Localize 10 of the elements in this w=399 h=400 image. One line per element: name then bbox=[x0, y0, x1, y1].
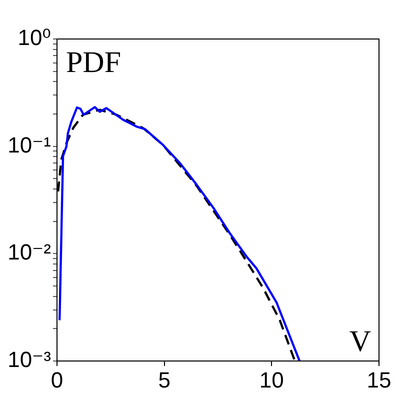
y-tick-label: 10⁻¹ bbox=[8, 132, 51, 158]
x-tick-label: 10 bbox=[259, 367, 284, 392]
annotation: V bbox=[349, 324, 372, 358]
y-tick-label: 10⁻² bbox=[8, 240, 51, 265]
annotation: PDF bbox=[66, 46, 122, 79]
y-tick-label: 10⁻³ bbox=[8, 347, 51, 372]
y-tick-label: 10⁰ bbox=[18, 25, 52, 50]
x-tick-label: 0 bbox=[50, 367, 64, 392]
x-tick-label: 15 bbox=[366, 367, 392, 392]
x-tick-label: 5 bbox=[158, 367, 170, 392]
